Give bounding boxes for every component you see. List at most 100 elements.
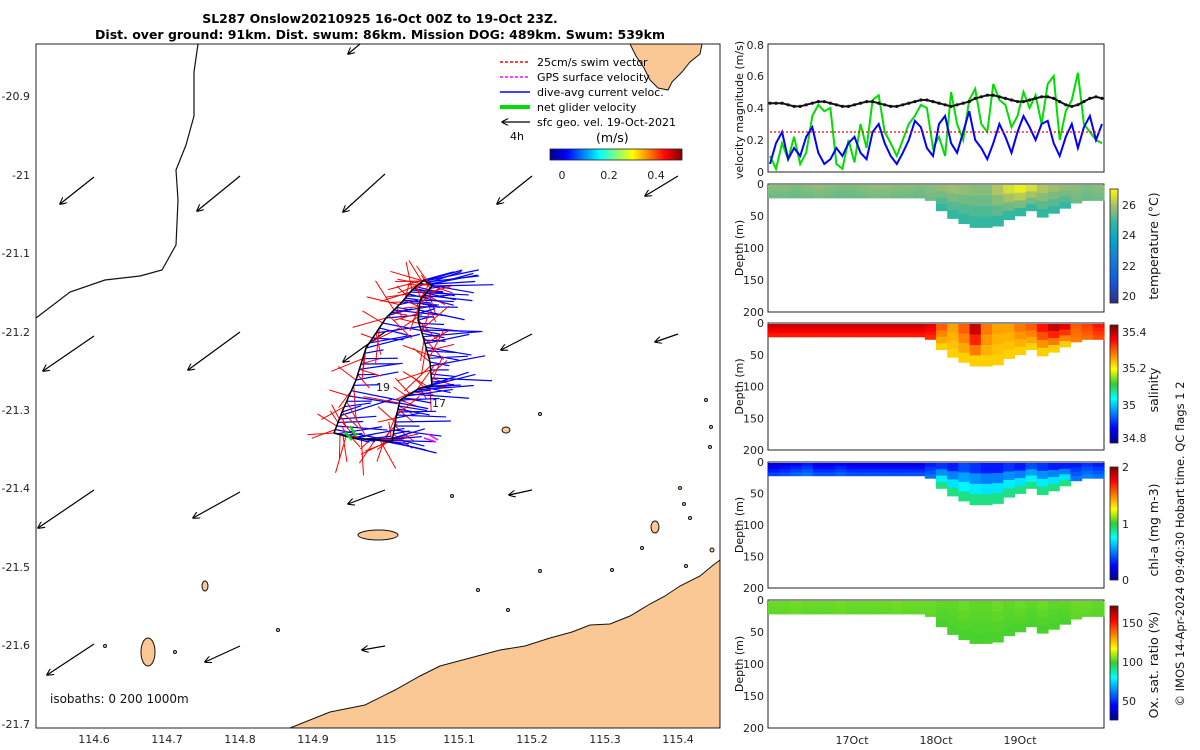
section-cell xyxy=(1003,626,1015,637)
map-x-tick: 115.2 xyxy=(516,733,548,746)
swim-vector xyxy=(393,312,419,321)
swim-vector xyxy=(428,330,444,359)
section-cell xyxy=(1081,466,1094,472)
island-e2 xyxy=(501,426,511,434)
section-cell xyxy=(992,215,1004,227)
section-cell xyxy=(801,466,814,470)
section-cell xyxy=(1070,601,1083,607)
section-cell xyxy=(1003,601,1015,611)
section-cell xyxy=(801,191,814,196)
section-cell xyxy=(1059,335,1071,342)
velocity-point xyxy=(973,96,977,100)
section-cell xyxy=(1003,210,1015,221)
section-cell xyxy=(768,604,780,608)
section-cell xyxy=(924,470,937,475)
velocity-point xyxy=(871,100,875,104)
section-cell xyxy=(1003,193,1015,203)
section-cell xyxy=(969,463,982,474)
section-cell xyxy=(835,607,847,612)
salinity-section: 0 50 100 150 200 Depth (m) xyxy=(733,317,1105,457)
section-cell xyxy=(835,330,847,335)
velocity-point xyxy=(780,101,784,105)
section-cell xyxy=(1081,192,1094,198)
section-cell xyxy=(1070,476,1083,482)
section-cell xyxy=(980,494,993,506)
section-cell xyxy=(947,340,959,350)
depth-tick: 100 xyxy=(743,242,764,255)
section-cell xyxy=(790,324,803,328)
section-cell xyxy=(857,191,870,196)
salinity-cbar-tick: 34.8 xyxy=(1122,432,1147,445)
section-cell xyxy=(924,335,937,340)
velocity-point xyxy=(810,101,814,105)
section-cell xyxy=(857,330,870,335)
section-cell xyxy=(947,617,959,627)
current-vector xyxy=(395,412,421,419)
map-x-tick: 114.6 xyxy=(78,733,110,746)
section-cell xyxy=(857,333,870,338)
velocity-point xyxy=(865,100,869,104)
section-cell xyxy=(913,472,926,477)
salinity-cbar-tick: 35.4 xyxy=(1122,326,1147,339)
section-cell xyxy=(1070,328,1083,334)
temperature-section: 0 50 100 150 200 Depth (m) xyxy=(733,178,1105,319)
current-vector xyxy=(423,339,446,342)
section-cell xyxy=(1025,191,1038,199)
velocity-point xyxy=(1052,96,1056,100)
depth-tick: 150 xyxy=(743,551,764,564)
section-cell xyxy=(868,333,881,338)
section-cell xyxy=(1081,188,1094,194)
section-cell xyxy=(835,472,847,477)
section-cell xyxy=(902,607,915,612)
section-cell xyxy=(857,469,870,474)
swim-vector xyxy=(352,317,387,328)
section-cell xyxy=(1048,331,1060,339)
section-cell xyxy=(779,472,791,477)
section-cell xyxy=(1081,331,1094,336)
section-cell xyxy=(902,610,915,615)
section-cell xyxy=(980,473,993,485)
temperature-colorbar: 20 22 24 26 temperature (°C) xyxy=(1109,188,1161,304)
current-vector xyxy=(419,306,458,308)
section-cell xyxy=(846,185,859,189)
section-cell xyxy=(835,463,847,467)
section-cell xyxy=(936,607,948,615)
section-cell xyxy=(880,324,892,328)
section-cell xyxy=(891,601,903,605)
section-cell xyxy=(969,622,982,634)
section-cell xyxy=(1048,622,1060,630)
section-cell xyxy=(969,195,982,207)
section-cell xyxy=(992,621,1004,633)
salinity-cbar-label: salinity xyxy=(1146,367,1161,412)
swim-vector xyxy=(397,284,419,294)
section-cell xyxy=(1092,604,1105,610)
current-vector xyxy=(339,415,377,420)
chla-colorbar: 0 1 2 chl-a (mg m-3) xyxy=(1109,461,1161,587)
section-cell xyxy=(969,185,982,197)
swim-vector xyxy=(331,358,363,372)
section-cell xyxy=(779,330,791,335)
section-cell xyxy=(947,324,959,333)
map-x-tick: 114.9 xyxy=(297,733,329,746)
section-cell xyxy=(1014,463,1027,472)
section-cell xyxy=(992,344,1004,356)
swim-vector xyxy=(393,386,407,397)
section-cell xyxy=(1081,612,1094,617)
section-cell xyxy=(868,185,881,189)
section-cell xyxy=(1092,188,1105,194)
section-cell xyxy=(1014,608,1027,617)
swim-vector xyxy=(390,270,427,283)
section-cell xyxy=(1081,604,1094,610)
section-cell xyxy=(924,331,937,336)
section-cell xyxy=(1092,331,1105,336)
current-vector xyxy=(419,299,454,303)
section-cell xyxy=(880,333,892,338)
section-cell xyxy=(846,188,859,192)
section-cell xyxy=(969,206,982,218)
current-vector xyxy=(351,427,405,439)
salinity-cbar-tick: 35.2 xyxy=(1122,362,1147,375)
section-cell xyxy=(846,466,859,470)
section-cell xyxy=(947,463,959,472)
section-cell xyxy=(1014,470,1027,479)
